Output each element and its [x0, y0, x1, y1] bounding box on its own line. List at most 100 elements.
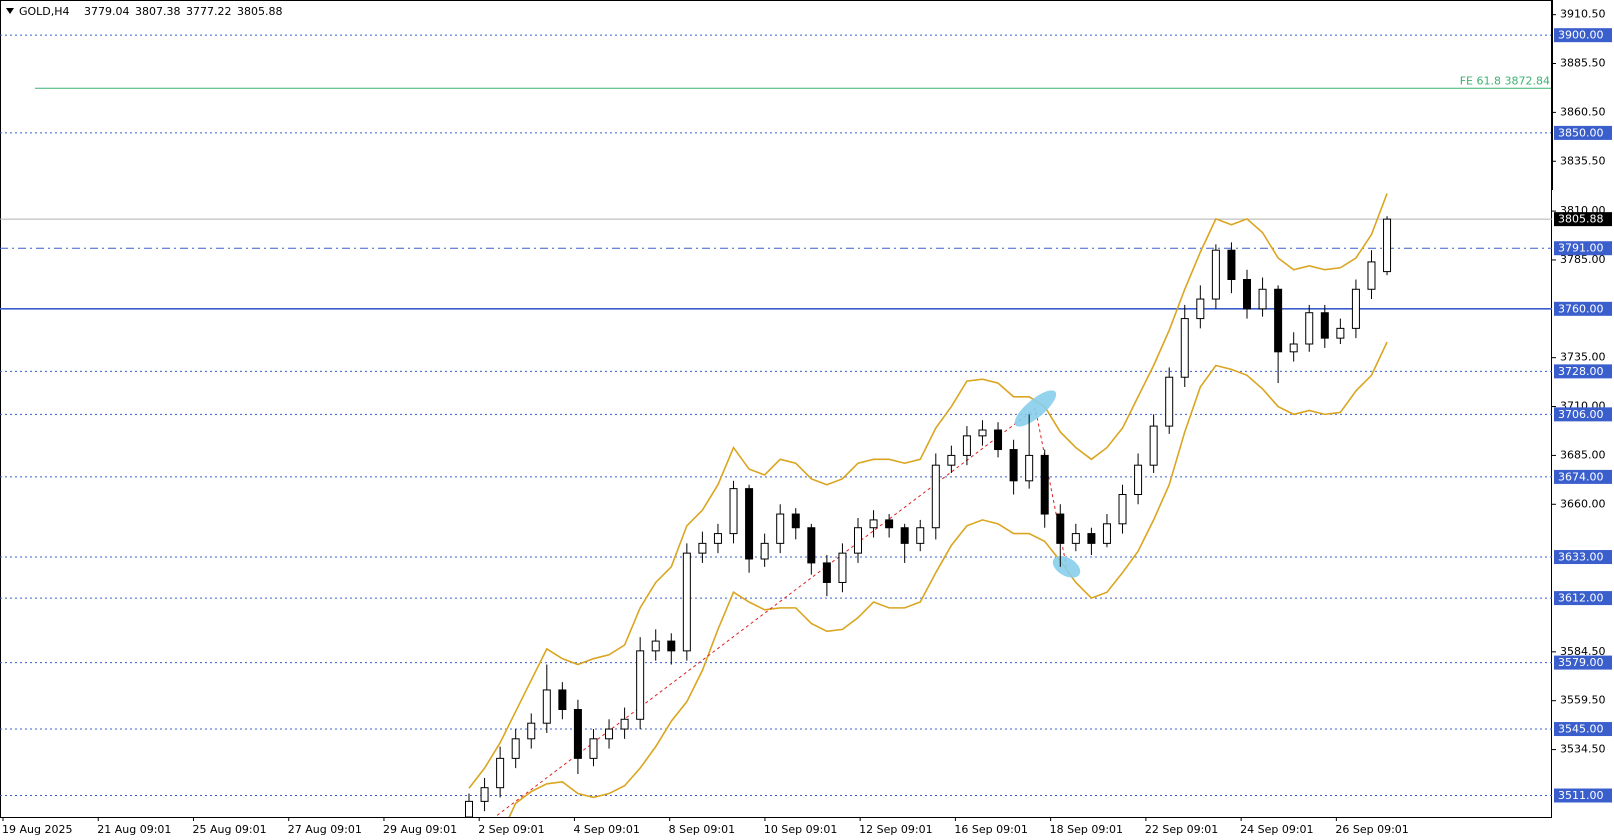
candle-body [636, 650, 645, 720]
candle-body [1320, 312, 1329, 339]
candle-body [1196, 298, 1205, 320]
ohlc-low: 3777.22 [186, 5, 232, 18]
swing-marker [1052, 556, 1081, 578]
level-label: 3674.00 [1558, 470, 1604, 483]
candle-body [651, 640, 660, 652]
candle-body [1180, 318, 1189, 378]
candle-body [838, 552, 847, 583]
level-label-box [1554, 722, 1612, 737]
y-tick-label: 3660.00 [1560, 497, 1606, 510]
x-tick-label: 16 Sep 09:01 [954, 823, 1027, 836]
candle-body [760, 542, 769, 560]
candle-body [729, 488, 738, 535]
candle-body [1351, 288, 1360, 329]
candle-body [962, 435, 971, 456]
candle-body [916, 527, 925, 544]
x-tick-label: 10 Sep 09:01 [764, 823, 837, 836]
candle-body [480, 787, 489, 802]
menu-triangle[interactable] [6, 8, 14, 14]
candle-body [854, 527, 862, 554]
candle-body [542, 689, 551, 724]
ohlc-high: 3807.38 [135, 5, 181, 18]
level-label-box [1554, 407, 1612, 422]
candle-body [978, 429, 987, 437]
y-tick-label: 3860.50 [1560, 105, 1606, 118]
x-tick-label: 19 Aug 2025 [2, 823, 72, 836]
candle-body [791, 513, 800, 529]
candle-body [745, 488, 754, 560]
candle-body [931, 464, 940, 529]
x-tick-label: 2 Sep 09:01 [478, 823, 544, 836]
candle-body [465, 800, 473, 817]
level-label: 3728.00 [1558, 365, 1604, 378]
candle-body [589, 738, 598, 759]
level-label-box [1554, 655, 1612, 670]
y-tick-label: 3584.50 [1560, 645, 1606, 658]
candle-body [605, 728, 614, 740]
level-label-box [1554, 469, 1612, 484]
level-label-box [1554, 125, 1612, 140]
x-tick-label: 22 Sep 09:01 [1145, 823, 1218, 836]
level-label: 3579.00 [1558, 656, 1604, 669]
candle-body [620, 718, 629, 730]
candle-body [1009, 449, 1018, 482]
current-price-box [1554, 212, 1612, 227]
candle-body [558, 689, 567, 710]
x-tick-label: 27 Aug 09:01 [288, 823, 362, 836]
x-tick-label: 12 Sep 09:01 [859, 823, 932, 836]
level-label-box [1554, 28, 1612, 43]
candle-body [1071, 533, 1080, 544]
candle-body [1102, 523, 1111, 544]
x-tick-label: 18 Sep 09:01 [1050, 823, 1123, 836]
y-tick-label: 3685.00 [1560, 448, 1606, 461]
candle-body [682, 552, 691, 652]
candle-body [1383, 218, 1392, 273]
candle-body [947, 454, 956, 466]
level-label-box [1554, 364, 1612, 379]
symbol-title: GOLD,H4 [19, 5, 70, 18]
current-price-label: 3805.88 [1558, 213, 1604, 226]
candle-body [869, 519, 878, 529]
candle-body [1289, 343, 1298, 353]
plot-frame [0, 0, 1552, 818]
candle-body [776, 513, 785, 544]
x-tick-label: 8 Sep 09:01 [669, 823, 735, 836]
candle-body [713, 533, 722, 544]
fib-label: FE 61.8 3872.84 [1460, 74, 1550, 87]
candle-body [994, 429, 1003, 451]
y-tick-label: 3885.50 [1560, 57, 1606, 70]
y-tick-label: 3835.50 [1560, 154, 1606, 167]
level-label-box [1554, 550, 1612, 565]
level-label-box [1554, 301, 1612, 316]
candle-body [1258, 288, 1267, 310]
bollinger-lower [508, 341, 1388, 817]
candle-body [496, 757, 505, 789]
level-label-box [1554, 241, 1612, 256]
swing-marker [1014, 390, 1057, 427]
y-tick-label: 3785.00 [1560, 253, 1606, 266]
candle-body [1336, 327, 1345, 339]
candle-body [1305, 312, 1314, 345]
candle-body [1025, 454, 1034, 482]
level-label: 3706.00 [1558, 408, 1604, 421]
candle-body [1149, 425, 1158, 466]
level-label: 3612.00 [1558, 592, 1604, 605]
candle-body [573, 709, 582, 759]
candle-body [527, 722, 536, 740]
level-label: 3900.00 [1558, 29, 1604, 42]
candle-body [1211, 249, 1220, 300]
candle-body [667, 640, 676, 652]
level-label-box [1554, 788, 1612, 803]
candle-body [1274, 288, 1283, 353]
candle-body [1056, 513, 1065, 544]
y-tick-label: 3910.50 [1560, 8, 1606, 21]
candle-body [822, 562, 831, 583]
level-label: 3791.00 [1558, 242, 1604, 255]
level-label: 3633.00 [1558, 551, 1604, 564]
y-tick-label: 3534.50 [1560, 743, 1606, 756]
candle-body [1367, 261, 1376, 290]
candle-body [1118, 494, 1127, 525]
candle-body [1134, 464, 1143, 496]
x-tick-label: 4 Sep 09:01 [573, 823, 639, 836]
